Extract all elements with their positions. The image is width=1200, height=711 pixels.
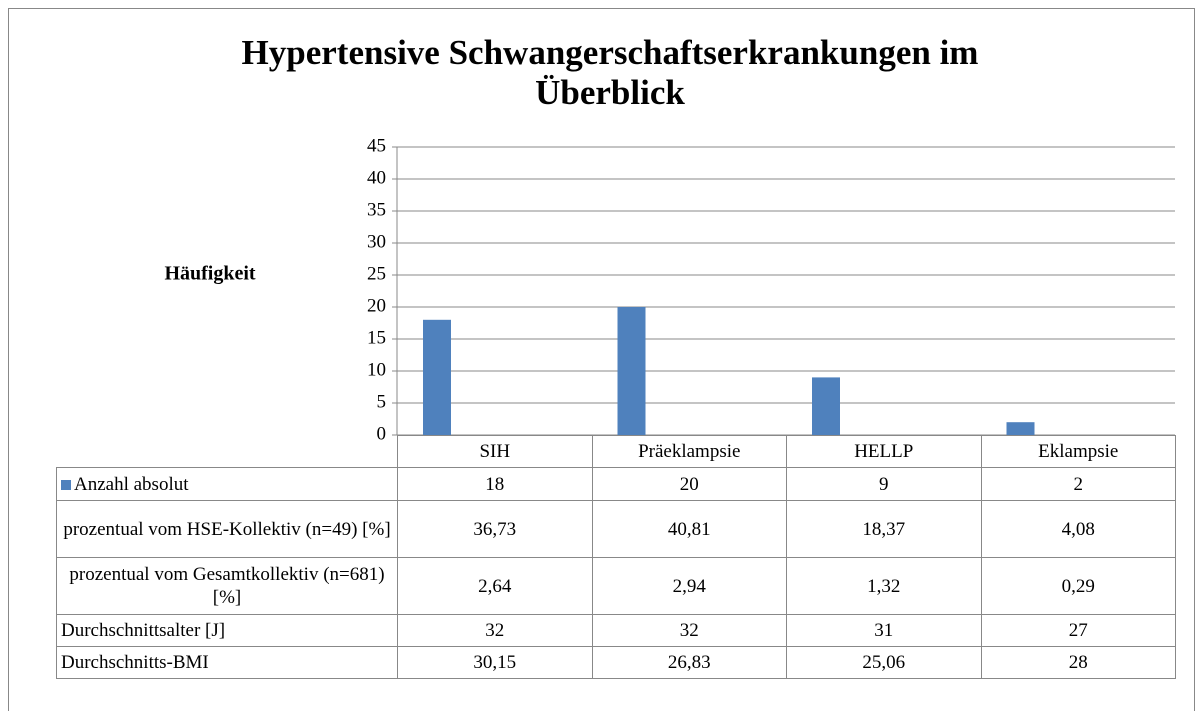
table-value: 26,83 — [591, 646, 787, 679]
header-row: SIH Präeklampsie HELLP Eklampsie — [56, 435, 1176, 468]
chart-title-line2: Überblick — [535, 73, 685, 112]
table-value: 2,94 — [591, 557, 787, 615]
row-label: Durchschnittsalter [J] — [56, 614, 398, 647]
table-value: 9 — [786, 467, 982, 501]
table-value: 32 — [397, 614, 593, 647]
y-tick-label: 40 — [367, 167, 386, 188]
y-tick-label: 30 — [367, 231, 386, 252]
bar — [617, 307, 646, 435]
table-value: 4,08 — [980, 500, 1176, 558]
y-tick-label: 25 — [367, 263, 386, 284]
table-value: 31 — [786, 614, 982, 647]
data-table: SIH Präeklampsie HELLP Eklampsie Anzahl abso… — [56, 435, 1176, 679]
chart-border — [8, 8, 1195, 711]
table-value: 32 — [591, 614, 787, 647]
table-value: 18,37 — [786, 500, 982, 558]
y-tick-label: 10 — [367, 359, 386, 380]
category-label: Eklampsie — [980, 435, 1176, 468]
table-value: 28 — [980, 646, 1176, 679]
y-tick-label: 20 — [367, 295, 386, 316]
table-row: prozentual vom Gesamtkollektiv (n=681) [… — [56, 557, 1176, 615]
y-tick-label: 15 — [367, 327, 386, 348]
table-value: 30,15 — [397, 646, 593, 679]
y-tick-label: 5 — [377, 391, 387, 412]
table-value: 1,32 — [786, 557, 982, 615]
y-tick-label: 0 — [377, 423, 387, 444]
series-row: Anzahl absolut 18 20 9 2 — [56, 467, 1176, 501]
legend-key — [61, 479, 71, 490]
table-row: prozentual vom HSE-Kollektiv (n=49) [%] 3… — [56, 500, 1176, 558]
category-label: SIH — [397, 435, 593, 468]
y-axis-label: Häufigkeit — [164, 263, 255, 285]
y-tick-label: 35 — [367, 199, 386, 220]
row-label: prozentual vom HSE-Kollektiv (n=49) [%] — [56, 500, 398, 558]
category-label: Präeklampsie — [591, 435, 787, 468]
corner-cell — [56, 435, 398, 468]
category-label: HELLP — [786, 435, 982, 468]
table-value: 40,81 — [591, 500, 787, 558]
table-row: Durchschnittsalter [J] 32 32 31 27 — [56, 614, 1176, 647]
table-value: 20 — [591, 467, 787, 501]
row-label: prozentual vom Gesamtkollektiv (n=681) [… — [56, 557, 398, 615]
legend-label: Anzahl absolut — [74, 473, 189, 495]
table-row: Durchschnitts-BMI 30,15 26,83 25,06 28 — [56, 646, 1176, 679]
table-value: 27 — [980, 614, 1176, 647]
table-value: 18 — [397, 467, 593, 501]
table-value: 25,06 — [786, 646, 982, 679]
row-label: Durchschnitts-BMI — [56, 646, 398, 679]
table-value: 2 — [980, 467, 1176, 501]
y-tick-label: 45 — [367, 135, 386, 156]
table-value: 2,64 — [397, 557, 593, 615]
chart-title-line1: Hypertensive Schwangerschaftserkrankunge… — [242, 33, 979, 72]
table-value: 0,29 — [980, 557, 1176, 615]
row-label-cell: Anzahl absolut — [56, 467, 398, 501]
bar — [1006, 422, 1035, 435]
table-value: 36,73 — [397, 500, 593, 558]
bar — [812, 377, 840, 435]
bar — [423, 319, 451, 435]
